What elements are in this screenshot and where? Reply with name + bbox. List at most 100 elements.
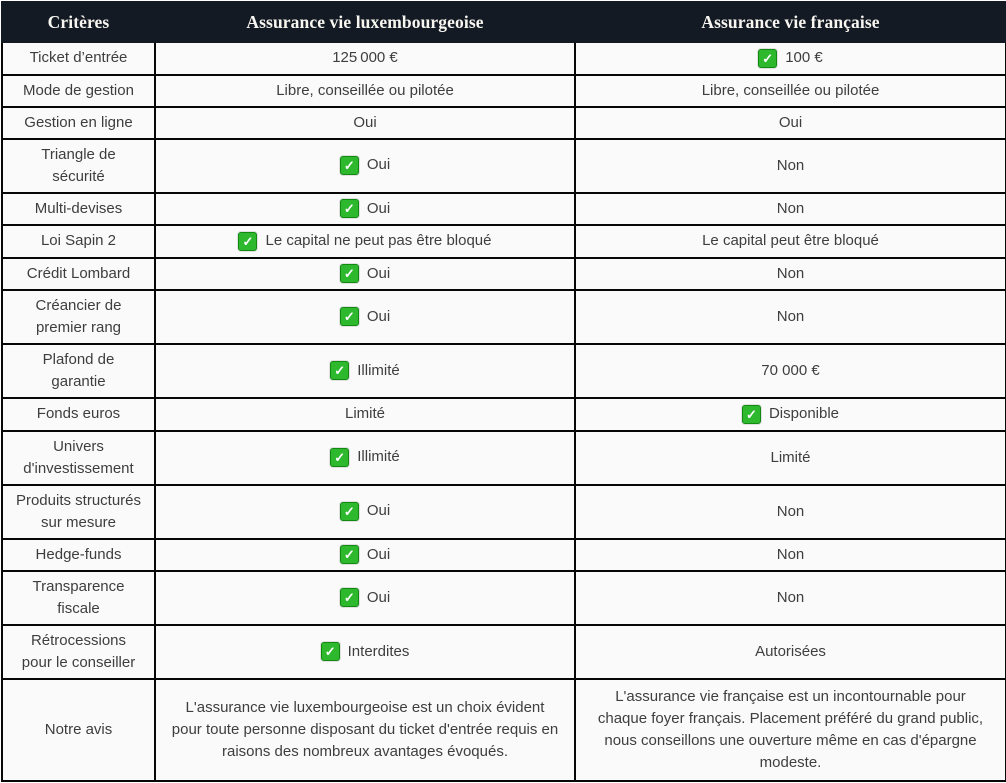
cell-content: ✓ Oui	[339, 544, 390, 566]
table-row: Transparence fiscale ✓ Oui Non	[1, 570, 1006, 626]
cell-content: ✓ 100 €	[758, 47, 823, 69]
table-row: Créancier de premier rang ✓ Oui Non	[1, 289, 1006, 345]
cell-content: 125 000 €	[332, 47, 398, 69]
cell-content: Libre, conseillée ou pilotée	[702, 80, 880, 102]
cell-text: Non	[776, 156, 805, 174]
green-check-icon: ✓	[741, 404, 761, 424]
value-cell-lux: ✓ Oui	[154, 537, 576, 572]
table-body: Ticket d’entrée 125 000 € ✓ 100 € Mode de ge…	[1, 41, 1006, 782]
table-row: Plafond de garantie ✓ Illimité 70 000 €	[1, 343, 1006, 399]
value-cell-lux: Libre, conseillée ou pilotée	[154, 73, 576, 108]
cell-text: Interdites	[347, 642, 410, 660]
criteria-label: Ticket d’entrée	[1, 41, 156, 76]
green-check-icon: ✓	[238, 231, 258, 251]
cell-text: Oui	[366, 264, 391, 282]
cell-content: Limité	[770, 447, 810, 469]
cell-content: L'assurance vie luxembourgeoise est un c…	[170, 697, 560, 763]
cell-text: Non	[776, 589, 805, 606]
criteria-label: Triangle de sécurité	[1, 137, 156, 194]
cell-text: Limité	[344, 405, 385, 423]
cell-text: Non	[776, 308, 805, 325]
value-cell-lux: ✓ Oui	[154, 289, 576, 345]
cell-content: ✓ Oui	[339, 154, 391, 176]
value-cell-lux: 125 000 €	[154, 41, 576, 76]
cell-content: ✓ Oui	[339, 306, 391, 328]
cell-content: Oui	[353, 112, 376, 134]
table-row: Ticket d’entrée 125 000 € ✓ 100 €	[1, 41, 1006, 76]
cell-text: Oui	[366, 156, 391, 174]
cell-content: ✓ Interdites	[320, 641, 410, 663]
cell-text: 70 000 €	[761, 362, 820, 379]
table-row: Triangle de sécurité ✓ Oui Non	[1, 137, 1006, 194]
green-check-icon: ✓	[339, 199, 359, 218]
table-row: Multi-devises ✓ Oui Non	[1, 191, 1006, 226]
green-check-icon: ✓	[330, 447, 350, 467]
table-row: Notre avis L'assurance vie luxembourgeois…	[1, 678, 1006, 782]
cell-text: Oui	[353, 113, 377, 131]
table-row: Rétrocessions pour le conseiller ✓ Interdi…	[1, 624, 1006, 680]
cell-text: Oui	[778, 113, 803, 131]
cell-content: Non	[777, 155, 805, 177]
cell-text: Disponible	[768, 405, 840, 422]
cell-content: Non	[777, 501, 805, 523]
cell-text: 125 000 €	[332, 49, 398, 67]
cell-content: Non	[777, 587, 805, 609]
value-cell-lux: ✓ Oui	[154, 483, 576, 540]
value-cell-fr: 70 000 €	[574, 343, 1006, 399]
cell-text: Non	[776, 502, 805, 520]
criteria-label: Crédit Lombard	[1, 256, 156, 291]
value-cell-fr: Limité	[574, 429, 1006, 486]
value-cell-fr: Non	[574, 483, 1006, 540]
cell-content: ✓ Disponible	[741, 403, 840, 425]
table-row: Mode de gestion Libre, conseillée ou pilo…	[1, 73, 1006, 108]
green-check-icon: ✓	[339, 307, 359, 327]
value-cell-fr: ✓ 100 €	[574, 41, 1006, 76]
criteria-label: Mode de gestion	[1, 73, 156, 108]
cell-content: Non	[777, 198, 805, 220]
green-check-icon: ✓	[758, 48, 778, 68]
cell-text: Non	[776, 545, 805, 563]
value-cell-lux: ✓ Illimité	[154, 343, 576, 399]
cell-text: L'assurance vie luxembourgeoise est un c…	[171, 699, 559, 760]
value-cell-fr: Oui	[574, 105, 1006, 140]
table-row: Gestion en ligne Oui Oui	[1, 105, 1006, 140]
cell-content: ✓ Oui	[339, 198, 390, 220]
value-cell-fr: Autorisées	[574, 624, 1006, 680]
green-check-icon: ✓	[339, 155, 359, 175]
cell-text: Libre, conseillée ou pilotée	[701, 81, 880, 99]
cell-text: Non	[776, 264, 805, 282]
criteria-label: Plafond de garantie	[1, 343, 156, 399]
cell-content: Limité	[345, 403, 385, 425]
value-cell-lux: Limité	[154, 397, 576, 432]
green-check-icon: ✓	[330, 361, 350, 381]
cell-text: Autorisées	[755, 643, 826, 660]
cell-text: Le capital peut être bloqué	[702, 232, 879, 250]
cell-content: Autorisées	[755, 641, 826, 663]
criteria-label: Fonds euros	[1, 397, 156, 432]
green-check-icon: ✓	[339, 545, 359, 564]
value-cell-lux: ✓ Oui	[154, 137, 576, 194]
value-cell-lux: ✓ Interdites	[154, 624, 576, 680]
criteria-label: Rétrocessions pour le conseiller	[1, 624, 156, 680]
cell-text: Oui	[366, 502, 391, 520]
cell-content: L'assurance vie française est un inconto…	[590, 686, 991, 774]
table-row: Crédit Lombard ✓ Oui Non	[1, 256, 1006, 291]
green-check-icon: ✓	[339, 501, 359, 521]
cell-text: Libre, conseillée ou pilotée	[276, 81, 454, 99]
criteria-label: Multi-devises	[1, 191, 156, 226]
cell-content: ✓ Oui	[339, 263, 391, 285]
cell-content: Le capital peut être bloqué	[702, 230, 879, 252]
value-cell-lux: ✓ Oui	[154, 256, 576, 291]
value-cell-fr: Non	[574, 256, 1006, 291]
cell-text: Oui	[366, 307, 391, 325]
cell-content: Non	[777, 544, 805, 566]
column-header-criteria: Critères	[1, 1, 156, 43]
value-cell-lux: L'assurance vie luxembourgeoise est un c…	[154, 678, 576, 782]
criteria-label: Notre avis	[1, 678, 156, 782]
cell-text: Le capital ne peut pas être bloqué	[265, 232, 492, 249]
cell-content: Non	[777, 263, 805, 285]
value-cell-fr: Le capital peut être bloqué	[574, 224, 1006, 259]
table-row: Produits structurés sur mesure ✓ Oui Non	[1, 483, 1006, 540]
cell-content: ✓ Oui	[339, 587, 390, 609]
